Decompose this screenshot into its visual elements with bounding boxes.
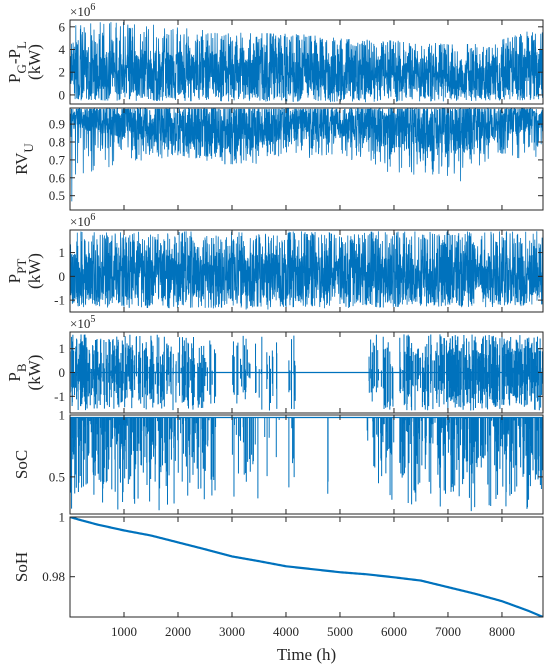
y-tick-label-p_pt: 0 [59, 269, 66, 284]
y-axis-label-soc: SoC [12, 450, 31, 479]
y-tick-label-soc: 0.5 [49, 469, 65, 484]
plot-area-p_b [70, 334, 543, 411]
panel-rv_u: 0.5 0.6 0.7 0.8 0.9 RVU [12, 107, 544, 211]
axes-box-soh [69, 516, 544, 618]
x-axis-label: Time (h) [277, 645, 336, 664]
series-line-rv_u [70, 108, 543, 202]
plot-area-soc [70, 416, 543, 512]
plot-area-soh [70, 517, 543, 617]
series-line-p_pt [70, 231, 543, 310]
y-axis-label-p_b: PB [5, 363, 29, 381]
panel-p_pt: -1 0 1 ×106 PPT(kW) [5, 212, 544, 313]
y-exponent-pg_pl: ×106 [70, 2, 95, 19]
y-tick-label-p_pt: 1 [59, 245, 66, 260]
y-tick-label-soh: 1 [59, 510, 66, 525]
y-axis-label-p_pt: PPT [5, 259, 29, 284]
x-tick-label: 7000 [435, 624, 461, 639]
y-tick-label-pg_pl: 4 [59, 42, 66, 57]
series-line-soh [70, 517, 543, 617]
y-tick-label-rv_u: 0.7 [49, 152, 66, 167]
y-tick-label-rv_u: 0.5 [49, 188, 65, 203]
x-tick-label: 8000 [489, 624, 515, 639]
axes-box-soc [69, 414, 544, 515]
y-exponent-p_b: ×105 [70, 314, 95, 331]
y-axis-unit-p_pt: (kW) [25, 253, 44, 289]
shared-x-axis: 1000 2000 3000 4000 5000 6000 7000 8000 Time (h) [111, 624, 515, 664]
axes-box-p_pt [69, 229, 544, 313]
y-tick-label-p_b: -1 [54, 389, 65, 404]
series-line-pg_pl [70, 22, 543, 103]
x-tick-label: 2000 [165, 624, 191, 639]
y-tick-label-pg_pl: 2 [59, 65, 66, 80]
panels-layer: 0246×106PG-PL(kW)0.50.60.70.80.9RVU-101×… [5, 2, 544, 618]
y-tick-label-rv_u: 0.6 [49, 170, 66, 185]
y-tick-label-p_pt: -1 [54, 293, 65, 308]
panel-soc: 0.5 1 SoC [12, 408, 544, 515]
y-tick-label-rv_u: 0.9 [49, 117, 65, 132]
x-tick-label: 5000 [327, 624, 353, 639]
y-tick-label-pg_pl: 6 [59, 19, 66, 34]
plot-area-p_pt [70, 231, 543, 310]
y-axis-label-rv_u: RVU [12, 143, 36, 175]
x-tick-label: 1000 [111, 624, 137, 639]
y-tick-label-soh: 0.98 [42, 569, 65, 584]
axes-box-rv_u [69, 107, 544, 211]
axes-box-pg_pl [69, 19, 544, 105]
y-tick-label-pg_pl: 0 [59, 87, 66, 102]
y-exponent-p_pt: ×106 [70, 212, 95, 229]
x-tick-label: 3000 [219, 624, 245, 639]
panel-soh: 0.98 1 SoH [12, 510, 544, 618]
plot-area-pg_pl [70, 22, 543, 103]
panel-pg_pl: 0 2 4 6 ×106 PG-PL(kW) [5, 2, 544, 105]
x-tick-label: 4000 [273, 624, 299, 639]
plot-area-rv_u [70, 108, 543, 202]
y-tick-label-rv_u: 0.8 [49, 135, 65, 150]
y-tick-label-p_b: 1 [59, 341, 66, 356]
series-spikes-soc [70, 417, 543, 512]
y-axis-label-pg_pl: PG-PL [5, 41, 29, 83]
y-axis-unit-pg_pl: (kW) [25, 44, 44, 80]
y-axis-label-soh: SoH [12, 552, 31, 582]
y-tick-label-soc: 1 [59, 408, 66, 423]
panel-p_b: -1 0 1 ×105 PB(kW) [5, 314, 544, 414]
x-tick-label: 6000 [381, 624, 407, 639]
y-tick-label-p_b: 0 [59, 365, 66, 380]
y-axis-unit-p_b: (kW) [25, 355, 44, 391]
